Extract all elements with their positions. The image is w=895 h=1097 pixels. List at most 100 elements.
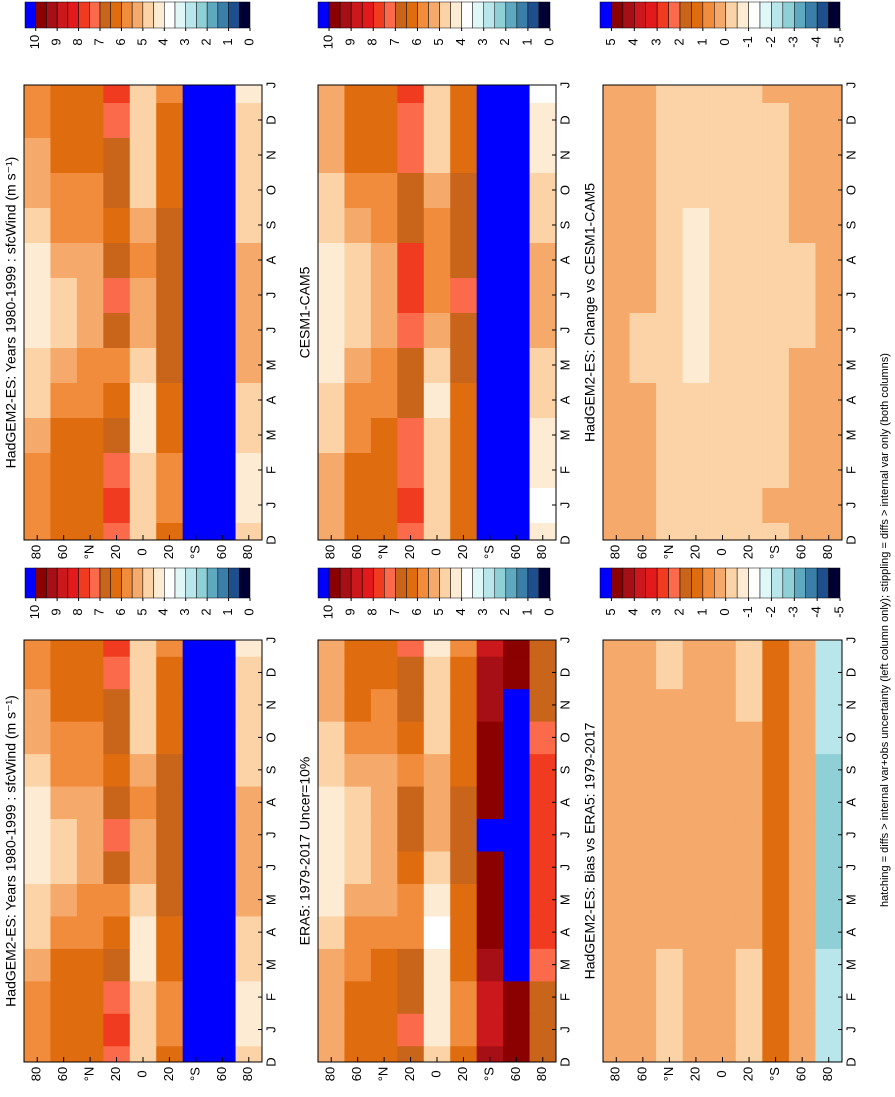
month-label: J [843,292,858,299]
month-label: M [557,959,572,970]
cell [370,1045,398,1063]
cell [423,721,451,755]
cell [735,640,763,657]
cell [423,851,451,884]
colorbar-label: 8 [365,38,380,45]
cell [735,753,763,787]
cell [129,172,157,208]
cell [24,786,51,820]
cell [209,382,237,418]
month-label: D [557,668,572,677]
colorbar-swatch [736,1,749,29]
cell [76,915,104,949]
cell [50,277,78,313]
cell [103,640,131,657]
cell [370,883,398,917]
cell [503,980,531,1014]
cell [423,417,451,453]
x-tick-label: 60 [55,545,70,559]
colorbar-label: 7 [387,38,402,45]
cell [629,85,657,103]
cell [397,382,425,418]
cell [156,786,184,820]
colorbar-swatch [78,567,90,599]
cell [503,277,531,313]
cell [50,417,78,453]
cell [735,1013,763,1047]
colorbar-swatch [174,1,186,29]
cell [103,786,131,820]
cell [423,242,451,278]
cell [788,85,816,103]
cell [476,347,504,383]
cell [182,85,210,103]
cell [423,1013,451,1047]
colorbar-swatch [164,567,176,599]
cell [397,753,425,787]
cell [762,242,790,278]
x-tick-label: 20 [687,1067,702,1081]
x-tick-label: 20 [161,545,176,559]
cell [24,721,51,755]
cell [709,137,737,173]
cell [450,452,478,488]
month-label: J [263,637,278,644]
cell [182,915,210,949]
colorbar-label: 4 [626,608,641,615]
cell [423,818,451,852]
cell [24,137,51,173]
cell [815,137,843,173]
cell [476,948,504,982]
colorbar-swatch [759,1,772,29]
cell [76,753,104,787]
cell [788,1013,816,1047]
cell [815,312,843,348]
cell [503,1045,531,1063]
cell [815,1013,843,1047]
cell [76,948,104,982]
cell [709,786,737,820]
cell [656,172,684,208]
cell [50,207,78,243]
cell [76,640,104,657]
cell [318,688,345,722]
month-label: N [263,150,278,159]
colorbar-label: 9 [343,38,358,45]
cell [503,487,531,523]
month-label: J [557,637,572,644]
cell [423,688,451,722]
cell [397,312,425,348]
cell [103,312,131,348]
cell [815,753,843,787]
cell [815,102,843,138]
cell [156,915,184,949]
cell [815,382,843,418]
colorbar-label: 5 [134,38,149,45]
cell [129,417,157,453]
cell [156,688,184,722]
x-tick-label: 80 [29,545,44,559]
colorbar-swatch [417,1,429,29]
cell [656,277,684,313]
cell [129,242,157,278]
cell [656,640,684,657]
colorbar-swatch [142,567,154,599]
cell [735,277,763,313]
colorbar-label: 3 [475,608,490,615]
cell [344,137,372,173]
cell [762,522,790,541]
colorbar-label: 9 [49,38,64,45]
x-tick-label: 80 [240,1067,255,1081]
cell [709,656,737,690]
month-label: D [843,1057,858,1066]
colorbar-label: -2 [763,606,778,618]
cell [682,721,710,755]
cell [815,522,843,541]
cell [788,382,816,418]
cell [682,242,710,278]
cell [156,883,184,917]
cell [423,1045,451,1063]
cell [629,721,657,755]
colorbar-swatch [691,567,704,599]
